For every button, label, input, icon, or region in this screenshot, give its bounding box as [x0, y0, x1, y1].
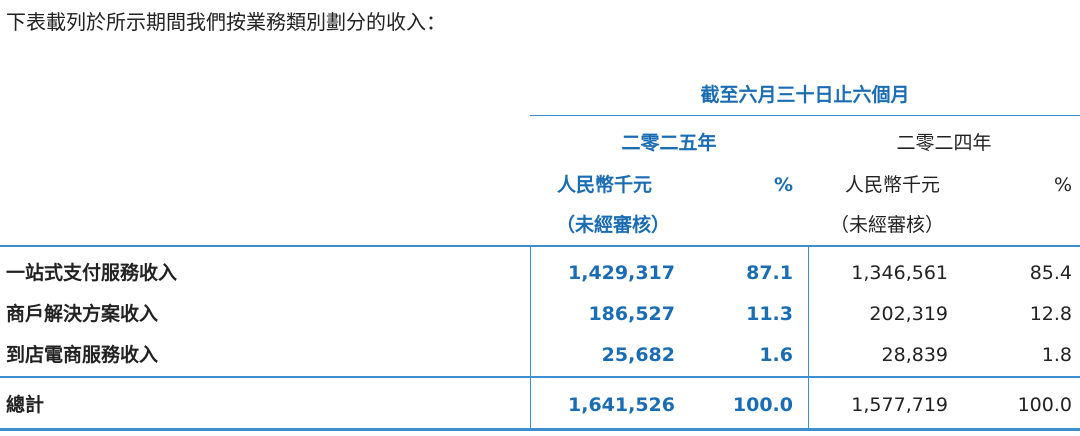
table-top-rule — [0, 245, 1080, 247]
pct-2025: 87.1 — [746, 262, 793, 284]
audit-label-2025: （未經審核） — [556, 214, 671, 236]
audit-label-2024: （未經審核） — [830, 214, 945, 236]
row-label: 到店電商服務收入 — [6, 344, 159, 366]
value-2025: 186,527 — [588, 303, 675, 325]
pct-2024: 12.8 — [1029, 303, 1072, 325]
year-2025: 二零二五年 — [621, 132, 717, 154]
total-value-2025: 1,641,526 — [568, 394, 675, 416]
period-header: 截至六月三十日止六個月 — [700, 84, 910, 106]
total-pct-2025: 100.0 — [732, 394, 793, 416]
column-divider-2024 — [808, 246, 809, 429]
pct-2025: 11.3 — [746, 303, 793, 325]
pct-2024: 1.8 — [1041, 344, 1072, 366]
value-2024: 28,839 — [881, 344, 948, 366]
value-2024: 202,319 — [869, 303, 948, 325]
amount-label-2024: 人民幣千元 — [845, 174, 941, 196]
header-rule — [530, 115, 1080, 116]
pct-2025: 1.6 — [759, 344, 793, 366]
value-2025: 25,682 — [601, 344, 675, 366]
total-value-2024: 1,577,719 — [851, 394, 948, 416]
column-divider-2025 — [530, 246, 531, 429]
amount-label-2025: 人民幣千元 — [557, 174, 653, 196]
pct-label-2025: % — [773, 174, 793, 196]
intro-text: 下表載列於所示期間我們按業務類別劃分的收入： — [6, 10, 446, 34]
pct-label-2024: % — [1053, 174, 1072, 196]
pct-2024: 85.4 — [1029, 262, 1072, 284]
total-rule — [0, 376, 1080, 378]
value-2024: 1,346,561 — [851, 262, 948, 284]
year-2024: 二零二四年 — [896, 132, 992, 154]
value-2025: 1,429,317 — [568, 262, 675, 284]
row-label: 一站式支付服務收入 — [6, 262, 178, 284]
row-label: 商戶解決方案收入 — [6, 303, 159, 325]
total-label: 總計 — [6, 394, 45, 416]
table-bottom-rule — [0, 428, 1080, 431]
total-pct-2024: 100.0 — [1017, 394, 1072, 416]
